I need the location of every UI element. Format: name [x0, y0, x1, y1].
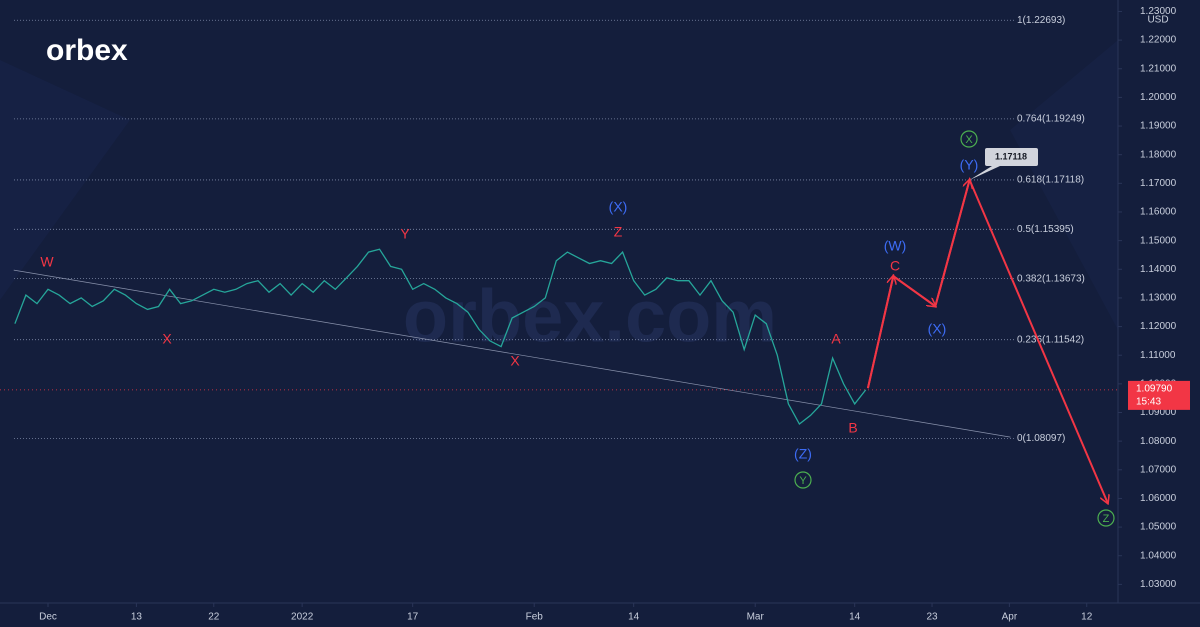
- y-tick-label: 1.07000: [1140, 464, 1177, 475]
- y-tick-label: 1.19000: [1140, 121, 1177, 132]
- brand-logo: orbex: [46, 34, 128, 67]
- wave-circle: [1097, 509, 1115, 527]
- wave-label: Y: [400, 226, 410, 242]
- x-tick-label: 22: [208, 612, 220, 623]
- x-tick-label: Mar: [747, 612, 765, 623]
- x-tick-label: 14: [628, 612, 640, 623]
- wave-label: (X): [928, 321, 947, 337]
- x-tick-label: 2022: [291, 612, 314, 623]
- y-tick-label: 1.06000: [1140, 493, 1177, 504]
- y-tick-label: 1.21000: [1140, 63, 1177, 74]
- wave-label: (Z): [794, 446, 812, 462]
- wave-label: (W): [884, 238, 907, 254]
- y-tick-label: 1.16000: [1140, 207, 1177, 218]
- watermark: orbex.com: [403, 275, 777, 358]
- y-tick-label: 1.14000: [1140, 264, 1177, 275]
- y-tick-label: 1.20000: [1140, 92, 1177, 103]
- y-tick-label: 1.17000: [1140, 178, 1177, 189]
- y-tick-label: 1.13000: [1140, 293, 1177, 304]
- y-tick-label: 1.11000: [1140, 350, 1176, 361]
- wave-label: C: [890, 258, 900, 274]
- callout-label: 1.17118: [995, 151, 1027, 161]
- y-tick-label: 1.18000: [1140, 149, 1177, 160]
- y-tick-label: 1.03000: [1140, 579, 1177, 590]
- x-tick-label: Feb: [526, 612, 544, 623]
- projection-arrow: [866, 276, 893, 389]
- fib-label: 0.236(1.11542): [1017, 334, 1084, 345]
- currency-label: USD: [1147, 15, 1168, 26]
- wave-label: A: [831, 331, 841, 347]
- wave-label: Z: [614, 224, 623, 240]
- projection-arrow: [934, 180, 969, 307]
- backdrop-shape: [1010, 40, 1118, 330]
- x-tick-label: 12: [1081, 612, 1093, 623]
- fib-label: 0(1.08097): [1017, 433, 1065, 444]
- wave-label: Z: [1103, 513, 1110, 525]
- fib-label: 1(1.22693): [1017, 15, 1065, 26]
- y-tick-label: 1.22000: [1140, 35, 1177, 46]
- fib-label: 0.764(1.19249): [1017, 114, 1085, 125]
- wave-label: X: [510, 353, 520, 369]
- y-tick-label: 1.12000: [1140, 321, 1177, 332]
- x-tick-label: Dec: [39, 612, 57, 623]
- price-tag: [1128, 380, 1190, 410]
- projection-arrow: [892, 275, 935, 306]
- y-tick-label: 1.08000: [1140, 436, 1177, 447]
- x-tick-label: Apr: [1002, 612, 1018, 623]
- x-tick-label: 14: [849, 612, 861, 623]
- wave-label: (X): [609, 199, 628, 215]
- x-tick-label: 17: [407, 612, 419, 623]
- wave-circle: [960, 130, 978, 148]
- trendline: [13, 269, 1011, 438]
- wave-label: X: [965, 134, 973, 146]
- callout-pointer: [969, 166, 1000, 180]
- fib-label: 0.618(1.17118): [1017, 175, 1084, 186]
- x-tick-label: 13: [131, 612, 143, 623]
- y-tick-label: 1.04000: [1140, 550, 1177, 561]
- wave-label: X: [162, 331, 172, 347]
- x-tick-label: 23: [926, 612, 938, 623]
- callout-box: [985, 148, 1038, 166]
- wave-circle: [794, 471, 812, 489]
- y-tick-label: 1.09000: [1140, 407, 1177, 418]
- y-tick-label: 1.05000: [1140, 522, 1177, 533]
- y-tick-label: 1.23000: [1140, 6, 1177, 17]
- y-tick-label: 1.15000: [1140, 235, 1177, 246]
- wave-label: B: [848, 420, 857, 436]
- fib-label: 0.382(1.13673): [1017, 273, 1085, 284]
- wave-label: W: [40, 254, 54, 270]
- wave-label: Y: [799, 475, 807, 487]
- price-tag-time: 15:43: [1136, 397, 1161, 408]
- price-line: [14, 248, 867, 425]
- price-tag-label: 1.09790: [1136, 384, 1173, 395]
- wave-label: (Y): [960, 157, 979, 173]
- fib-label: 0.5(1.15395): [1017, 224, 1074, 235]
